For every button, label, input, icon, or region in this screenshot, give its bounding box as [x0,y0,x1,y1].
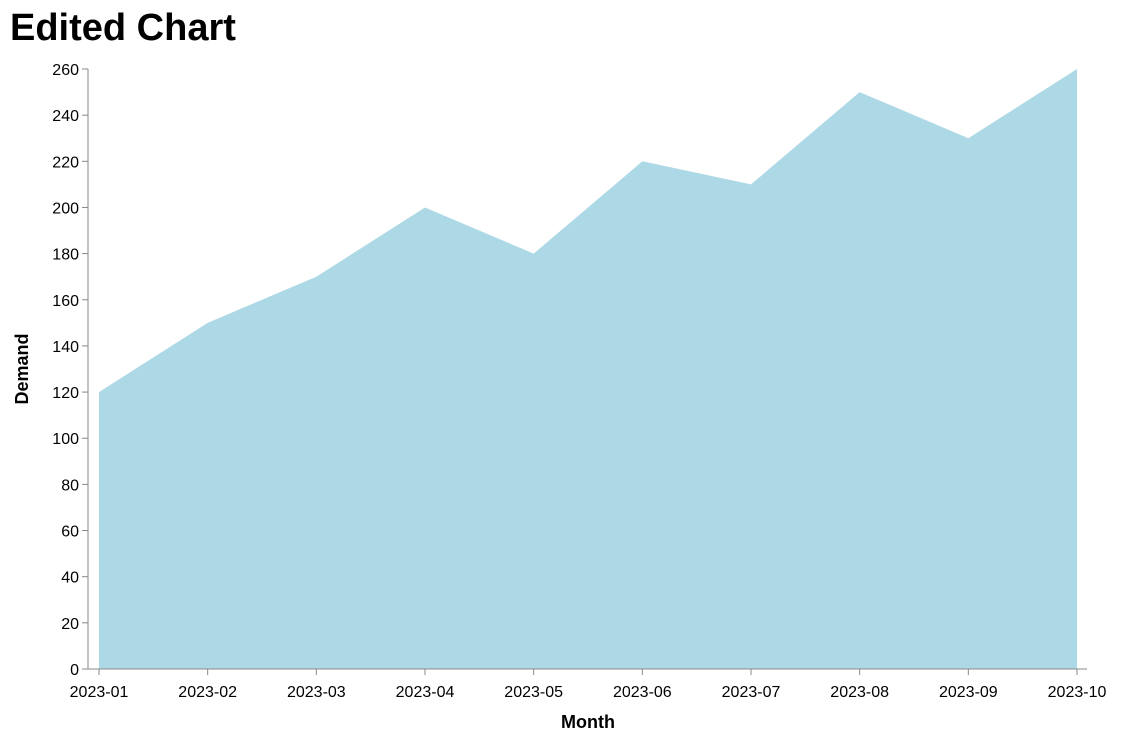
y-tick-label: 40 [61,570,79,587]
y-tick-label: 0 [70,662,79,679]
y-tick-label: 220 [52,154,79,171]
x-tick-label: 2023-05 [504,684,563,701]
plot-area [99,69,1077,669]
x-tick-label: 2023-07 [722,684,781,701]
y-tick-label: 100 [52,431,79,448]
x-tick-label: 2023-08 [830,684,889,701]
y-tick-label: 120 [52,385,79,402]
x-tick-label: 2023-03 [287,684,346,701]
y-tick-label: 60 [61,524,79,541]
chart-title: Edited Chart [10,7,236,49]
x-tick-label: 2023-04 [396,684,455,701]
y-tick-label: 20 [61,616,79,633]
demand-area [99,69,1077,669]
x-tick-label: 2023-02 [178,684,237,701]
x-tick-label: 2023-01 [70,684,129,701]
x-axis: 2023-01 2023-02 2023-03 2023-04 2023-05 2023-… [70,668,1107,701]
y-tick-label: 200 [52,200,79,217]
y-axis-title: Demand [12,333,32,404]
y-tick-label: 180 [52,247,79,264]
x-tick-label: 2023-09 [939,684,998,701]
x-axis-title: Month [561,712,615,732]
y-tick-label: 140 [52,339,79,356]
x-tick-label: 2023-10 [1048,684,1107,701]
y-axis: 0 20 40 60 80 100 120 140 160 180 200 220 240 260 [52,62,89,679]
y-tick-label: 80 [61,477,79,494]
y-tick-label: 160 [52,293,79,310]
y-tick-label: 240 [52,108,79,125]
y-tick-label: 260 [52,62,79,79]
x-tick-label: 2023-06 [613,684,672,701]
